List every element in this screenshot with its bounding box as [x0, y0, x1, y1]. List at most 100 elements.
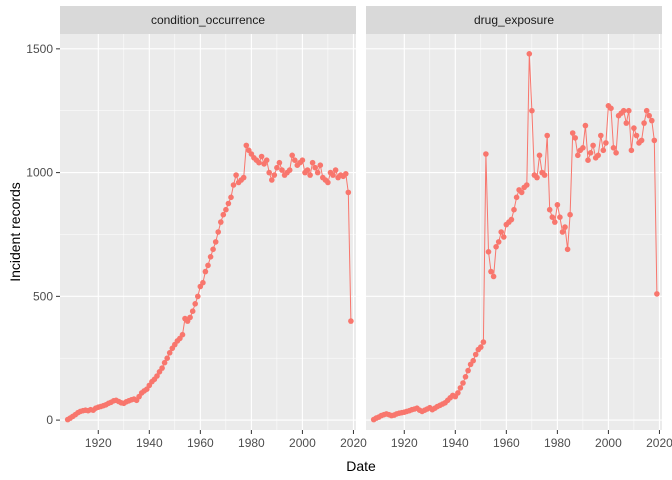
data-point	[508, 216, 515, 223]
panel-condition-occurrence: condition_occurrence 1920 1940 1960 1980 2000…	[60, 6, 367, 450]
data-point	[541, 172, 548, 178]
data-point	[330, 172, 336, 178]
data-point	[299, 157, 306, 163]
data-point	[455, 390, 461, 396]
data-point	[649, 117, 655, 124]
x-tick-label: 2000	[289, 436, 316, 450]
data-point	[498, 229, 505, 235]
data-point	[534, 174, 540, 181]
data-point	[274, 164, 280, 171]
data-point	[575, 152, 581, 159]
data-point	[501, 234, 507, 240]
data-point	[243, 142, 250, 149]
data-point	[529, 107, 535, 114]
data-point	[332, 167, 339, 173]
y-axis-title: Incident records	[7, 182, 23, 282]
data-point	[572, 135, 578, 141]
x-tick-label: 1980	[238, 436, 265, 450]
data-point	[189, 308, 196, 315]
x-tick-label: 1920	[391, 436, 418, 450]
data-point	[258, 153, 265, 160]
data-point	[490, 273, 497, 280]
data-point	[159, 365, 165, 371]
data-point	[564, 246, 571, 253]
data-point	[488, 268, 494, 275]
data-point	[465, 367, 471, 374]
data-point	[544, 132, 550, 139]
data-point	[314, 169, 321, 176]
x-tick-label: 1960	[493, 436, 520, 450]
y-axis: 0 500 1000 1500	[26, 42, 60, 427]
data-point	[271, 172, 278, 178]
data-point	[472, 351, 479, 358]
data-point	[518, 189, 525, 196]
data-point	[590, 142, 596, 149]
data-point	[240, 174, 247, 181]
data-point	[562, 224, 568, 230]
data-point	[233, 172, 239, 178]
data-point	[292, 157, 298, 163]
data-point	[161, 359, 168, 366]
data-point	[230, 182, 237, 188]
data-point	[483, 151, 489, 157]
x-tick-label: 1960	[187, 436, 214, 450]
data-point	[225, 200, 232, 207]
data-point	[289, 152, 296, 159]
data-point	[462, 374, 469, 380]
data-point	[266, 169, 273, 176]
data-point	[269, 177, 275, 183]
y-tick-label: 0	[46, 413, 53, 427]
data-point	[195, 293, 201, 300]
x-tick-label: 1920	[85, 436, 112, 450]
data-point	[626, 107, 632, 114]
x-axis-title: Date	[346, 458, 376, 474]
y-tick-label: 1000	[26, 166, 53, 180]
data-point	[524, 182, 530, 188]
data-point	[587, 150, 594, 156]
data-point	[485, 249, 492, 255]
panel-background	[366, 34, 662, 430]
data-point	[595, 152, 601, 159]
data-point	[228, 194, 234, 201]
data-point	[256, 159, 262, 166]
panel-drug-exposure: drug_exposure 1920 1940 1960 1980 2000 2020	[366, 6, 672, 450]
data-point	[620, 107, 627, 114]
data-point	[166, 350, 173, 356]
y-tick-label: 1500	[26, 42, 53, 56]
data-point	[511, 206, 517, 213]
data-point	[549, 214, 556, 220]
data-point	[526, 51, 533, 57]
data-point	[628, 147, 635, 154]
data-point	[307, 172, 313, 178]
data-point	[557, 214, 563, 220]
data-point	[215, 229, 221, 235]
data-point	[317, 162, 324, 168]
data-point	[633, 132, 640, 139]
data-point	[343, 171, 349, 177]
data-point	[470, 357, 477, 364]
data-point	[312, 164, 319, 171]
x-tick-label: 2000	[595, 436, 622, 450]
data-point	[598, 132, 604, 139]
data-point	[192, 301, 198, 307]
data-point	[651, 137, 658, 144]
panel-background	[60, 34, 356, 430]
data-point	[493, 244, 499, 250]
data-point	[552, 219, 558, 225]
data-point	[286, 167, 293, 173]
data-point	[480, 339, 487, 345]
data-point	[495, 239, 502, 245]
data-point	[218, 219, 224, 225]
facet-strip-label: drug_exposure	[474, 13, 554, 27]
data-point	[608, 105, 614, 112]
data-point	[279, 167, 285, 173]
data-point	[223, 206, 229, 213]
data-point	[603, 140, 609, 146]
data-point	[631, 125, 637, 131]
data-point	[600, 147, 607, 154]
data-point	[536, 152, 543, 159]
data-point	[457, 385, 464, 391]
data-point	[304, 167, 311, 173]
data-point	[154, 373, 160, 379]
